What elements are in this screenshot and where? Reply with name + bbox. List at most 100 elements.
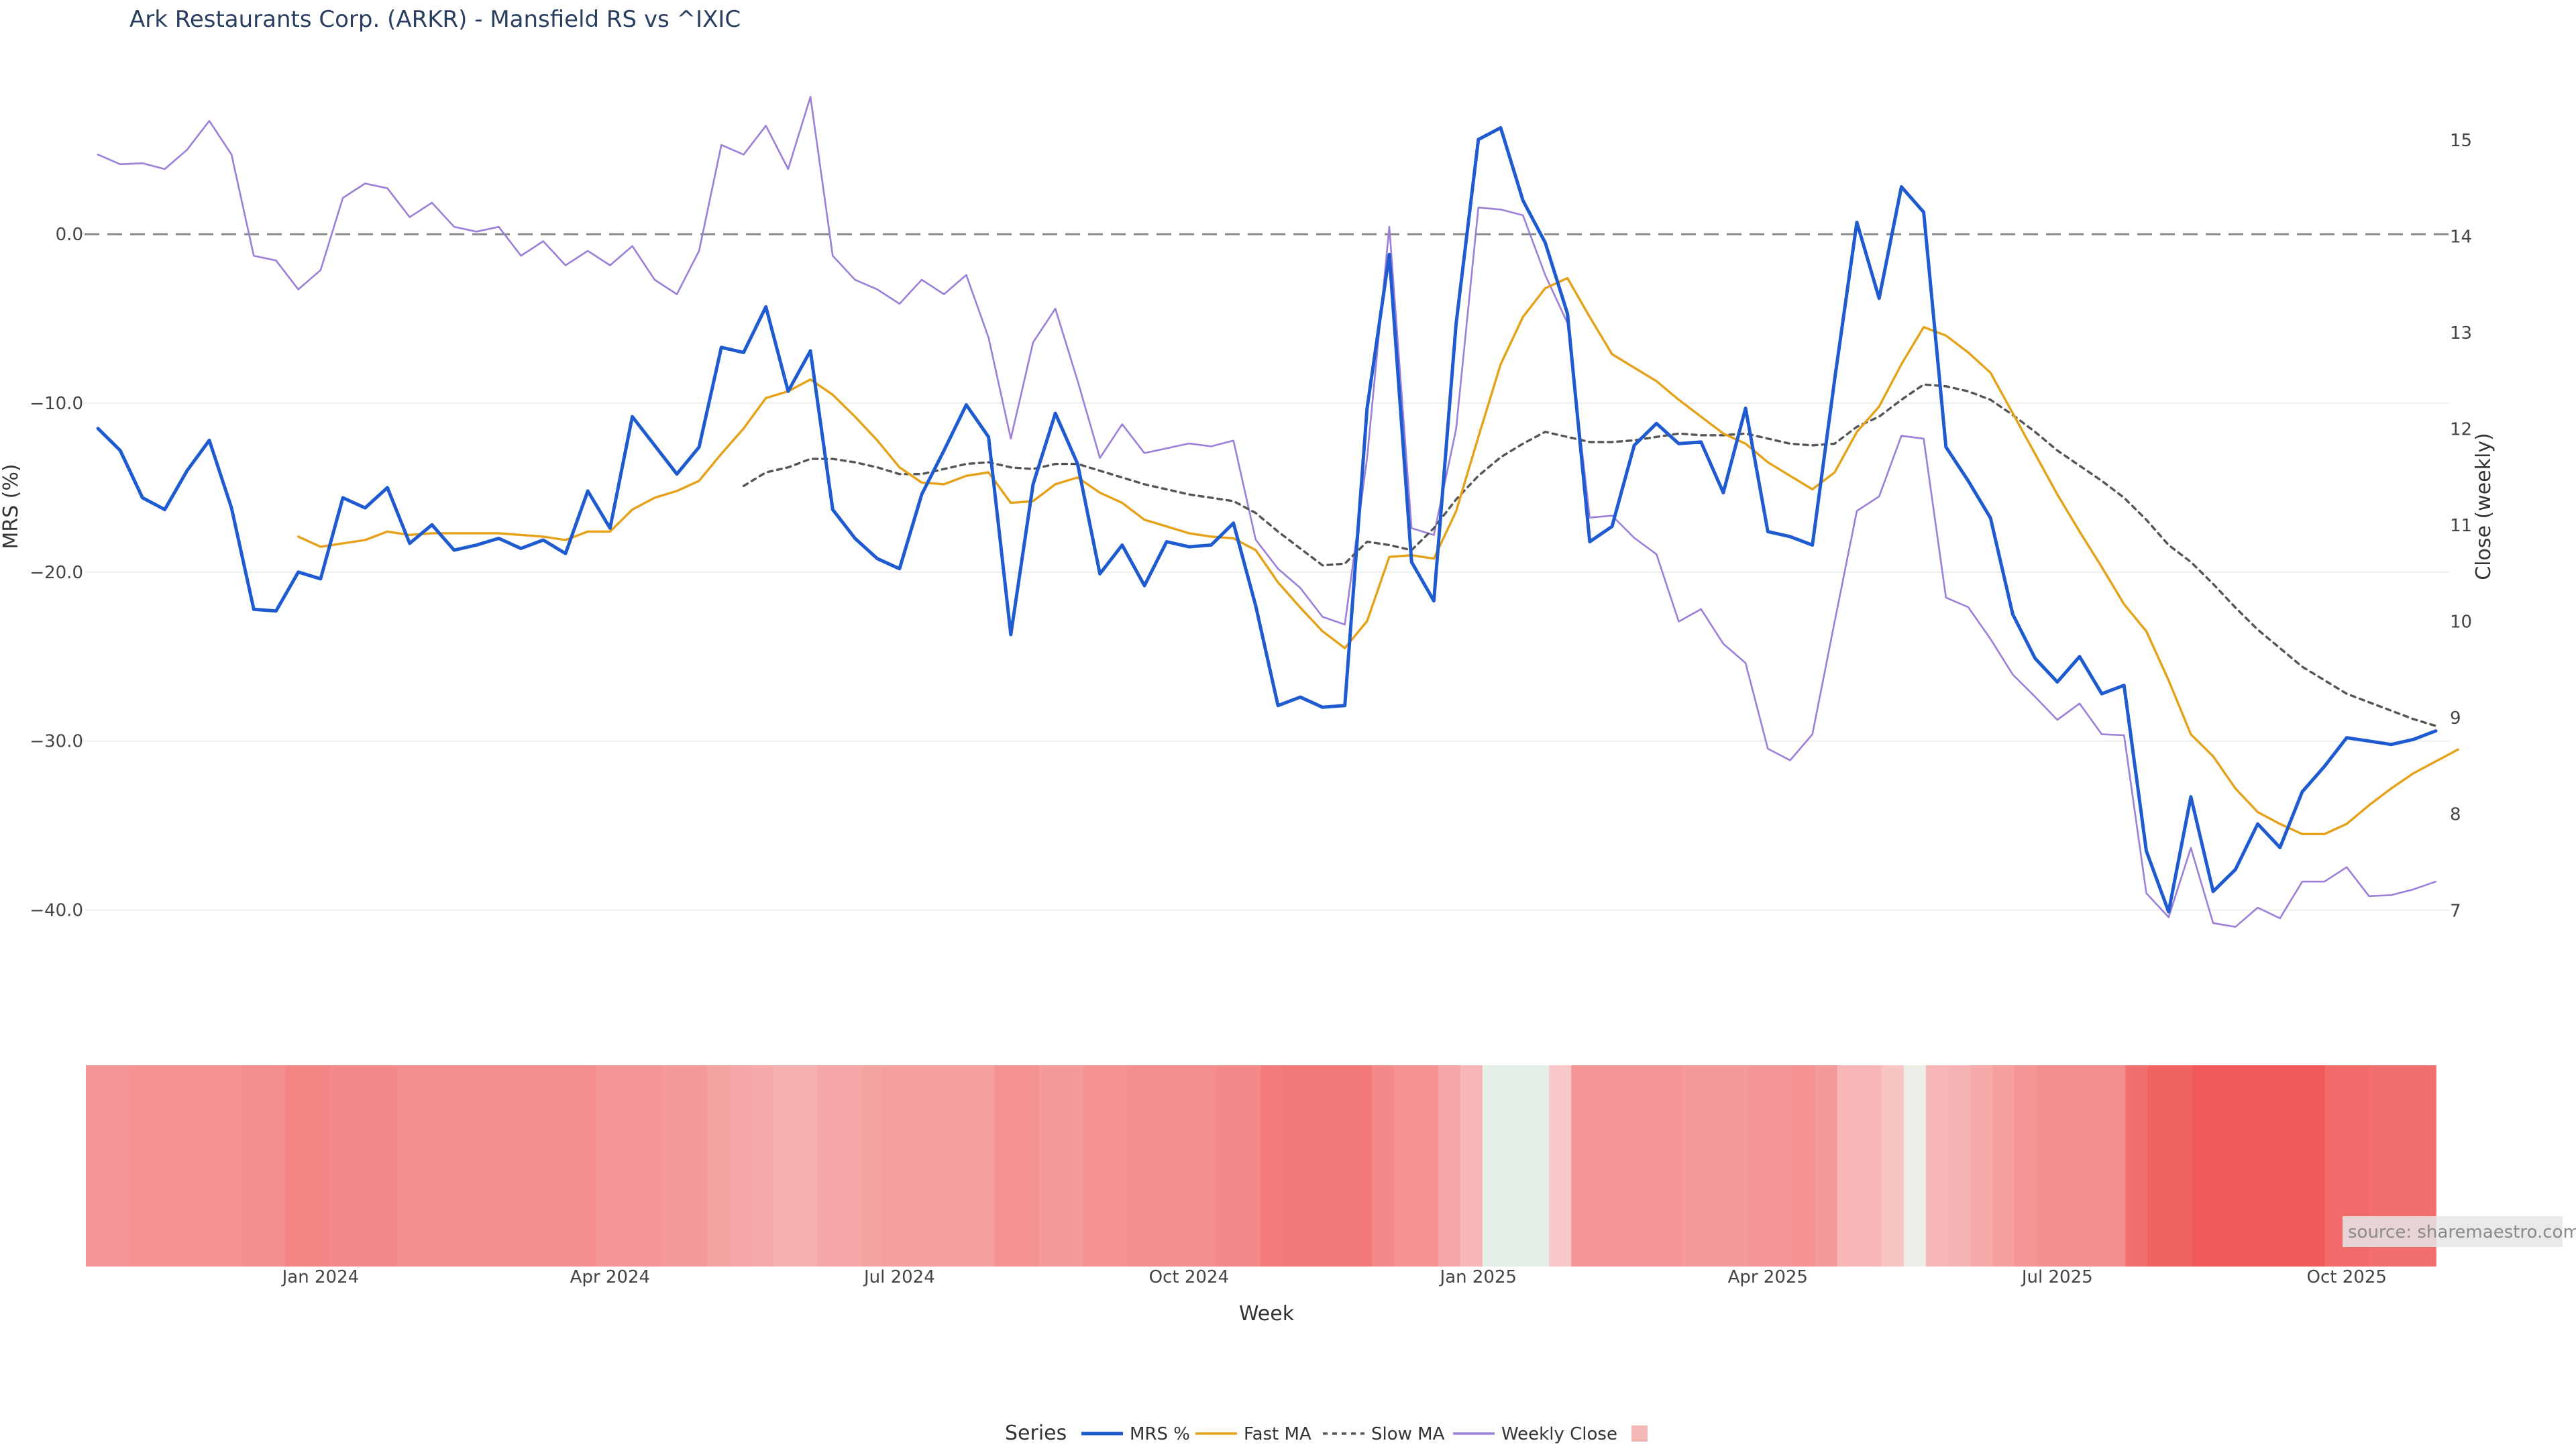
heatmap-cell xyxy=(1216,1065,1240,1267)
y-tick-label: −40.0 xyxy=(30,901,83,921)
heatmap-cell xyxy=(2059,1065,2082,1267)
heatmap-cell xyxy=(2192,1065,2215,1267)
heatmap-cell xyxy=(1903,1065,1927,1267)
legend-item-label: MRS % xyxy=(1130,1424,1190,1444)
heatmap-cell xyxy=(108,1065,131,1267)
heatmap-cell xyxy=(418,1065,441,1267)
y2-tick-label: 13 xyxy=(2450,323,2472,343)
x-tick-label: Apr 2025 xyxy=(1728,1267,1808,1287)
heatmap-cell xyxy=(241,1065,264,1267)
heatmap-cell xyxy=(506,1065,530,1267)
heatmap-cell xyxy=(1106,1065,1129,1267)
y-tick-label: −30.0 xyxy=(30,732,83,752)
heatmap-cell xyxy=(706,1065,730,1267)
heatmap-cell xyxy=(2280,1065,2304,1267)
x-tick-label: Jan 2025 xyxy=(1439,1267,1517,1287)
heatmap-cell xyxy=(551,1065,574,1267)
y2-tick-label: 9 xyxy=(2450,708,2461,729)
heatmap-cell xyxy=(440,1065,464,1267)
x-tick-label: Jan 2024 xyxy=(281,1267,360,1287)
y-tick-label: −20.0 xyxy=(30,563,83,583)
y-axis-title: MRS (%) xyxy=(0,464,23,549)
heatmap-cell xyxy=(1881,1065,1904,1267)
heatmap-cell xyxy=(1770,1065,1794,1267)
heatmap-cell xyxy=(352,1065,375,1267)
heatmap-cell xyxy=(1371,1065,1395,1267)
heatmap-cell xyxy=(729,1065,752,1267)
heatmap-cell xyxy=(1571,1065,1595,1267)
heatmap-cell xyxy=(883,1065,907,1267)
heatmap-cell xyxy=(484,1065,508,1267)
y-tick-label: −10.0 xyxy=(30,394,83,414)
y2-tick-label: 10 xyxy=(2450,612,2472,633)
heatmap-cell xyxy=(396,1065,419,1267)
heatmap-cell xyxy=(906,1065,929,1267)
source-note-box xyxy=(2343,1216,2563,1247)
heatmap-cell xyxy=(529,1065,552,1267)
x-tick-label: Oct 2024 xyxy=(1149,1267,1229,1287)
heatmap-cell xyxy=(817,1065,841,1267)
y2-tick-label: 7 xyxy=(2450,901,2461,921)
heatmap-cell xyxy=(972,1065,996,1267)
heatmap-cell xyxy=(1748,1065,1772,1267)
heatmap-cell xyxy=(1815,1065,1838,1267)
heatmap-cell xyxy=(1349,1065,1373,1267)
legend-item-label: Weekly Close xyxy=(1501,1424,1617,1444)
heatmap-cell xyxy=(374,1065,397,1267)
heatmap-cell xyxy=(2015,1065,2037,1267)
series-line-weekly-close xyxy=(97,96,2437,928)
heatmap-cell xyxy=(2236,1065,2259,1267)
heatmap-cell xyxy=(86,1065,109,1267)
heatmap-cell xyxy=(928,1065,951,1267)
heatmap-cell xyxy=(263,1065,286,1267)
plot-area xyxy=(96,96,2459,928)
grid xyxy=(85,233,2449,911)
heatmap-cell xyxy=(2081,1065,2104,1267)
legend-swatch-heatmap xyxy=(1631,1426,1648,1442)
heatmap-cell xyxy=(950,1065,973,1267)
y2-tick-label: 11 xyxy=(2450,516,2472,536)
chart-title: Ark Restaurants Corp. (ARKR) - Mansfield… xyxy=(129,6,741,33)
y-axis-right: 7 8 9 10 11 12 13 14 15 xyxy=(2450,131,2472,921)
source-note-text: source: sharemaestro.com xyxy=(2348,1222,2576,1242)
heatmap-cell xyxy=(1039,1065,1062,1267)
heatmap-cell xyxy=(2125,1065,2149,1267)
heatmap-cell xyxy=(197,1065,220,1267)
x-tick-label: Jul 2025 xyxy=(2021,1267,2093,1287)
heatmap-cell xyxy=(1505,1065,1527,1267)
heatmap-cell xyxy=(1660,1065,1683,1267)
heatmap-cell xyxy=(861,1065,885,1267)
heatmap-cell xyxy=(130,1065,153,1267)
y2-tick-label: 12 xyxy=(2450,420,2472,440)
x-tick-label: Oct 2025 xyxy=(2307,1267,2387,1287)
heatmap-cell xyxy=(618,1065,641,1267)
heatmap-cell xyxy=(1482,1065,1505,1267)
heatmap-cell xyxy=(574,1065,596,1267)
heatmap-cell xyxy=(1172,1065,1195,1267)
heatmap-cell xyxy=(174,1065,198,1267)
heatmap-cell xyxy=(640,1065,663,1267)
heatmap-cell xyxy=(1837,1065,1860,1267)
x-axis-title: Week xyxy=(1239,1302,1295,1326)
heatmap-cell xyxy=(1061,1065,1084,1267)
heatmap-cell xyxy=(1859,1065,1882,1267)
series-line-fast-ma xyxy=(297,276,2459,835)
series-line-mrs xyxy=(96,125,2438,914)
heatmap-cell xyxy=(1992,1065,2015,1267)
x-tick-label: Jul 2024 xyxy=(863,1267,935,1287)
heatmap-cell xyxy=(462,1065,486,1267)
heatmap-cell xyxy=(1260,1065,1284,1267)
heatmap-cell xyxy=(1638,1065,1661,1267)
heatmap-cell xyxy=(152,1065,175,1267)
series-line-slow-ma xyxy=(742,383,2437,727)
heatmap-cell xyxy=(1682,1065,1705,1267)
heatmap-cell xyxy=(1128,1065,1151,1267)
x-tick-label: Apr 2024 xyxy=(570,1267,650,1287)
heatmap-cell xyxy=(1393,1065,1417,1267)
heatmap-cell xyxy=(1238,1065,1262,1267)
heatmap-cell xyxy=(994,1065,1018,1267)
heatmap-cell xyxy=(1615,1065,1639,1267)
heatmap-cell xyxy=(2147,1065,2171,1267)
heatmap-cell xyxy=(1792,1065,1816,1267)
